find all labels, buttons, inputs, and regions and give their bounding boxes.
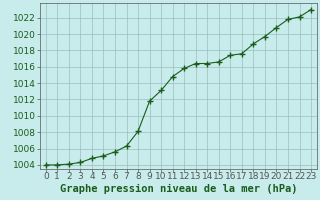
X-axis label: Graphe pression niveau de la mer (hPa): Graphe pression niveau de la mer (hPa) [60, 184, 297, 194]
